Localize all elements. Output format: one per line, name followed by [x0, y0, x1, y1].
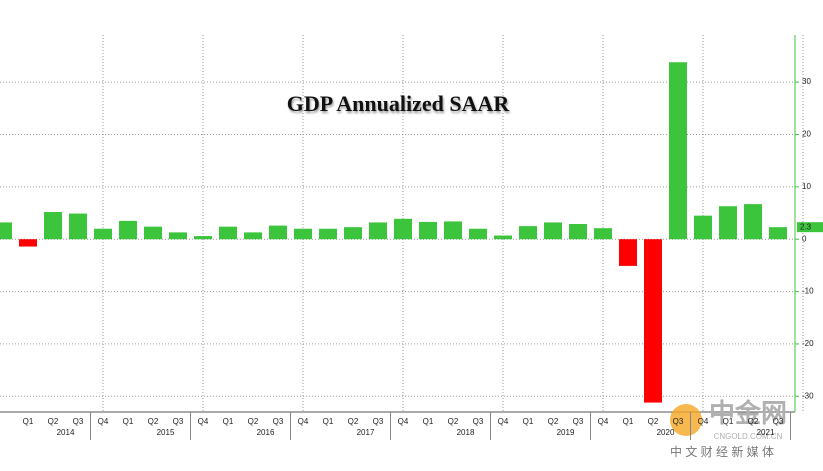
y-tick-label: -20 [802, 339, 814, 348]
x-tick-label: Q3 [373, 417, 384, 426]
x-tick-label: Q3 [473, 417, 484, 426]
x-tick-label: Q3 [173, 417, 184, 426]
x-group-label: 2021 [757, 428, 775, 437]
x-group-label: 2019 [557, 428, 575, 437]
x-tick-label: Q1 [723, 417, 734, 426]
x-tick-label: Q2 [448, 417, 459, 426]
bar [544, 222, 562, 240]
x-tick-label: Q4 [398, 417, 409, 426]
bar [444, 221, 462, 240]
chart-title: GDP Annualized SAAR [287, 91, 511, 116]
x-tick-label: Q4 [98, 417, 109, 426]
x-tick-label: Q4 [298, 417, 309, 426]
bar [319, 228, 337, 240]
bar [419, 221, 437, 240]
bar [394, 218, 412, 240]
x-tick-label: Q1 [423, 417, 434, 426]
x-tick-label: Q3 [73, 417, 84, 426]
bar [369, 222, 387, 240]
x-group-label: 2014 [57, 428, 75, 437]
x-tick-label: Q1 [523, 417, 534, 426]
x-tick-label: Q4 [698, 417, 709, 426]
bar [719, 206, 737, 240]
x-tick-label: Q1 [323, 417, 334, 426]
bar [269, 225, 287, 240]
bar [769, 227, 787, 240]
bar [469, 228, 487, 240]
bar [344, 227, 362, 240]
watermark-domain: CNGOLD.COM.CN [714, 432, 783, 441]
x-group-label: 2016 [257, 428, 275, 437]
watermark-logo [670, 404, 702, 436]
bar [669, 62, 687, 240]
y-tick-label: 30 [802, 77, 811, 86]
x-group-label: 2015 [157, 428, 175, 437]
x-tick-label: Q4 [598, 417, 609, 426]
x-tick-label: Q4 [498, 417, 509, 426]
y-tick-label: 20 [802, 130, 811, 139]
bar [194, 236, 212, 240]
bar [44, 211, 62, 240]
value-label-box [797, 222, 823, 233]
x-tick-label: Q2 [48, 417, 59, 426]
watermark-brand: 中金网 [709, 398, 787, 428]
bar [744, 204, 762, 240]
bar [569, 224, 587, 240]
x-tick-label: Q3 [273, 417, 284, 426]
bar [169, 232, 187, 240]
watermark-slogan: 中 文 财 经 新 媒 体 [670, 444, 774, 459]
bar [119, 220, 137, 240]
x-group-label: 2020 [657, 428, 675, 437]
x-tick-label: Q1 [123, 417, 134, 426]
bar [219, 226, 237, 240]
bar [494, 235, 512, 240]
x-tick-label: Q3 [573, 417, 584, 426]
bar [69, 213, 87, 240]
bar [0, 222, 12, 240]
bar [94, 228, 112, 240]
bar [619, 239, 637, 266]
bar [294, 228, 312, 240]
x-tick-label: Q1 [23, 417, 34, 426]
bar [644, 239, 662, 403]
x-tick-label: Q1 [223, 417, 234, 426]
x-tick-label: Q3 [673, 417, 684, 426]
x-tick-label: Q4 [198, 417, 209, 426]
x-group-label: 2017 [357, 428, 375, 437]
bar [244, 232, 262, 240]
x-tick-label: Q2 [348, 417, 359, 426]
y-tick-label: 10 [802, 182, 811, 191]
bar [594, 228, 612, 240]
x-group-label: 2018 [457, 428, 475, 437]
bar [19, 239, 37, 247]
y-tick-label: -10 [802, 287, 814, 296]
y-tick-label: -30 [802, 391, 814, 400]
value-label: 2.3 [800, 222, 812, 231]
x-tick-label: Q2 [548, 417, 559, 426]
x-tick-label: Q3 [773, 417, 784, 426]
bar [694, 215, 712, 240]
x-tick-label: Q2 [148, 417, 159, 426]
x-tick-label: Q2 [748, 417, 759, 426]
y-tick-label: 0 [802, 234, 807, 243]
bar [519, 226, 537, 240]
bar [144, 226, 162, 240]
x-tick-label: Q2 [648, 417, 659, 426]
x-tick-label: Q2 [248, 417, 259, 426]
watermark: 中金网 CNGOLD.COM.CN 中 文 财 经 新 媒 体 [670, 398, 787, 459]
x-tick-label: Q1 [623, 417, 634, 426]
